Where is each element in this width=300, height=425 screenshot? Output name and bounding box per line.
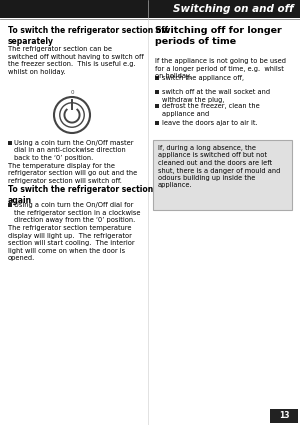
- Text: leave the doors ajar to air it.: leave the doors ajar to air it.: [161, 120, 257, 126]
- Bar: [155, 121, 158, 125]
- Bar: [8, 141, 11, 144]
- Bar: [8, 203, 11, 207]
- Text: Using a coin turn the On/Off master
dial in an anti-clockwise direction
back to : Using a coin turn the On/Off master dial…: [14, 140, 134, 161]
- Bar: [0, 0, 300, 18]
- Text: To switch the refrigerator section off
separately: To switch the refrigerator section off s…: [8, 26, 168, 46]
- Bar: [270, 409, 298, 423]
- Text: The refrigerator section temperature
display will light up.  The refrigerator
se: The refrigerator section temperature dis…: [8, 225, 135, 261]
- Text: 0: 0: [70, 90, 74, 95]
- Bar: [155, 104, 158, 108]
- Text: If the appliance is not going to be used
for a longer period of time, e.g.  whil: If the appliance is not going to be used…: [155, 58, 286, 79]
- Text: The refrigerator section can be
switched off without having to switch off
the fr: The refrigerator section can be switched…: [8, 46, 144, 74]
- Text: 13: 13: [279, 411, 289, 420]
- FancyBboxPatch shape: [153, 140, 292, 210]
- Bar: [155, 90, 158, 94]
- Text: switch the appliance off,: switch the appliance off,: [161, 75, 244, 81]
- Text: Switching on and off: Switching on and off: [173, 4, 294, 14]
- Text: If, during a long absence, the
appliance is switched off but not
cleaned out and: If, during a long absence, the appliance…: [158, 145, 280, 189]
- Bar: [155, 76, 158, 79]
- Text: The temperature display for the
refrigerator section will go out and the
refrige: The temperature display for the refriger…: [8, 163, 137, 184]
- Text: Switching off for longer
periods of time: Switching off for longer periods of time: [155, 26, 282, 46]
- Text: defrost the freezer, clean the
appliance and: defrost the freezer, clean the appliance…: [161, 103, 259, 116]
- Text: switch off at the wall socket and
withdraw the plug,: switch off at the wall socket and withdr…: [161, 89, 270, 102]
- Text: To switch the refrigerator section on
again: To switch the refrigerator section on ag…: [8, 185, 167, 205]
- Text: Using a coin turn the On/Off dial for
the refrigerator section in a clockwise
di: Using a coin turn the On/Off dial for th…: [14, 202, 141, 223]
